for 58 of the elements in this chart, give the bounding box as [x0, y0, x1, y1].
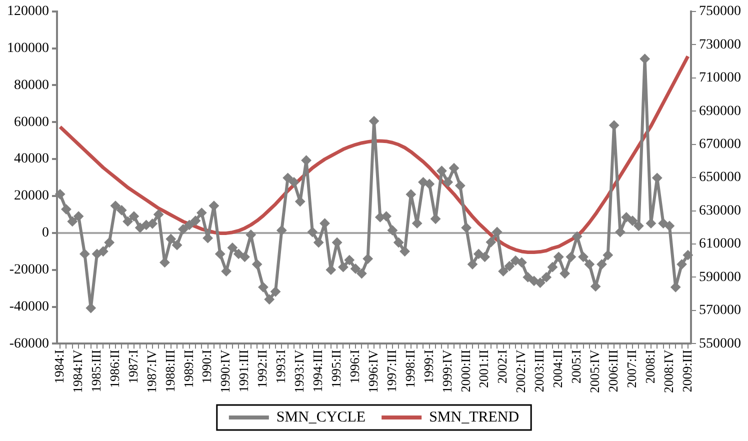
x-tick-label: 2006:III	[605, 350, 620, 392]
x-tick-label: 1985:III	[88, 350, 104, 392]
x-tick-label: 1994:III	[310, 350, 326, 392]
y2-tick-label: 590000	[699, 270, 741, 285]
x-tick-label: 2000:III	[458, 350, 473, 392]
y-tick-label: 20000	[14, 188, 49, 204]
x-tick-label: 2002:IV	[513, 349, 528, 394]
y-tick-label: 80000	[14, 78, 49, 93]
x-tick-label: 1999:IV	[439, 349, 454, 394]
x-tick-label: 2005:IV	[587, 349, 602, 394]
x-tick-label: 2005:I	[568, 350, 584, 384]
x-tick-label: 2003:III	[532, 350, 547, 392]
x-tick-label: 1997:III	[384, 350, 399, 392]
y-tick-label: 100000	[7, 40, 49, 56]
x-tick-label: 1999:I	[420, 350, 436, 384]
x-tick-label: 1996:IV	[365, 349, 380, 394]
x-tick-label: 1993:I	[273, 350, 288, 384]
x-tick-label: 1984:I	[52, 350, 66, 384]
x-tick-label: 1987:I	[125, 350, 140, 384]
x-tick-label: 1986:II	[106, 350, 122, 388]
legend-label: SMN_TREND	[429, 409, 520, 426]
x-tick-label: 1996:I	[346, 350, 362, 384]
x-tick-label: 1991:III	[236, 350, 252, 392]
y2-tick-label: 750000	[699, 4, 741, 20]
x-tick-label: 1990:IV	[218, 349, 233, 394]
y2-tick-label: 630000	[699, 203, 741, 218]
y-tick-label: -60000	[9, 336, 49, 352]
y-tick-label: 0	[42, 226, 49, 241]
y2-tick-label: 610000	[699, 236, 741, 252]
x-tick-label: 1998:II	[402, 350, 418, 388]
y-tick-label: -40000	[9, 299, 49, 314]
x-tick-label: 2001:II	[476, 350, 492, 388]
y-tick-label: 40000	[14, 152, 49, 167]
x-tick-label: 2009:III	[679, 350, 694, 392]
y2-tick-label: 730000	[699, 37, 741, 52]
x-tick-label: 1992:II	[254, 350, 270, 388]
x-tick-label: 1987:IV	[144, 349, 159, 394]
y2-tick-label: 570000	[699, 303, 741, 318]
y2-tick-label: 650000	[699, 170, 741, 186]
x-tick-label: 1990:I	[199, 350, 214, 384]
legend-label: SMN_CYCLE	[276, 409, 366, 426]
x-tick-label: 1995:II	[328, 350, 344, 388]
y2-tick-label: 690000	[699, 104, 741, 119]
x-tick-label: 2004:II	[550, 350, 566, 388]
x-tick-label: 2007:II	[624, 350, 639, 388]
x-tick-label: 2008:I	[642, 350, 658, 384]
x-tick-label: 1989:II	[180, 350, 196, 388]
x-tick-label: 1988:III	[162, 350, 178, 392]
y2-tick-label: 550000	[699, 336, 741, 352]
x-tick-label: 2002:I	[494, 350, 510, 384]
x-tick-label: 2008:IV	[660, 349, 676, 394]
x-tick-label: 1984:IV	[70, 349, 85, 394]
y-tick-label: -20000	[9, 262, 49, 278]
x-tick-label: 1993:IV	[292, 349, 307, 394]
y2-tick-label: 710000	[699, 70, 741, 86]
y-tick-label: 120000	[7, 4, 49, 20]
y2-tick-label: 670000	[699, 136, 741, 152]
y-tick-label: 60000	[14, 114, 49, 130]
